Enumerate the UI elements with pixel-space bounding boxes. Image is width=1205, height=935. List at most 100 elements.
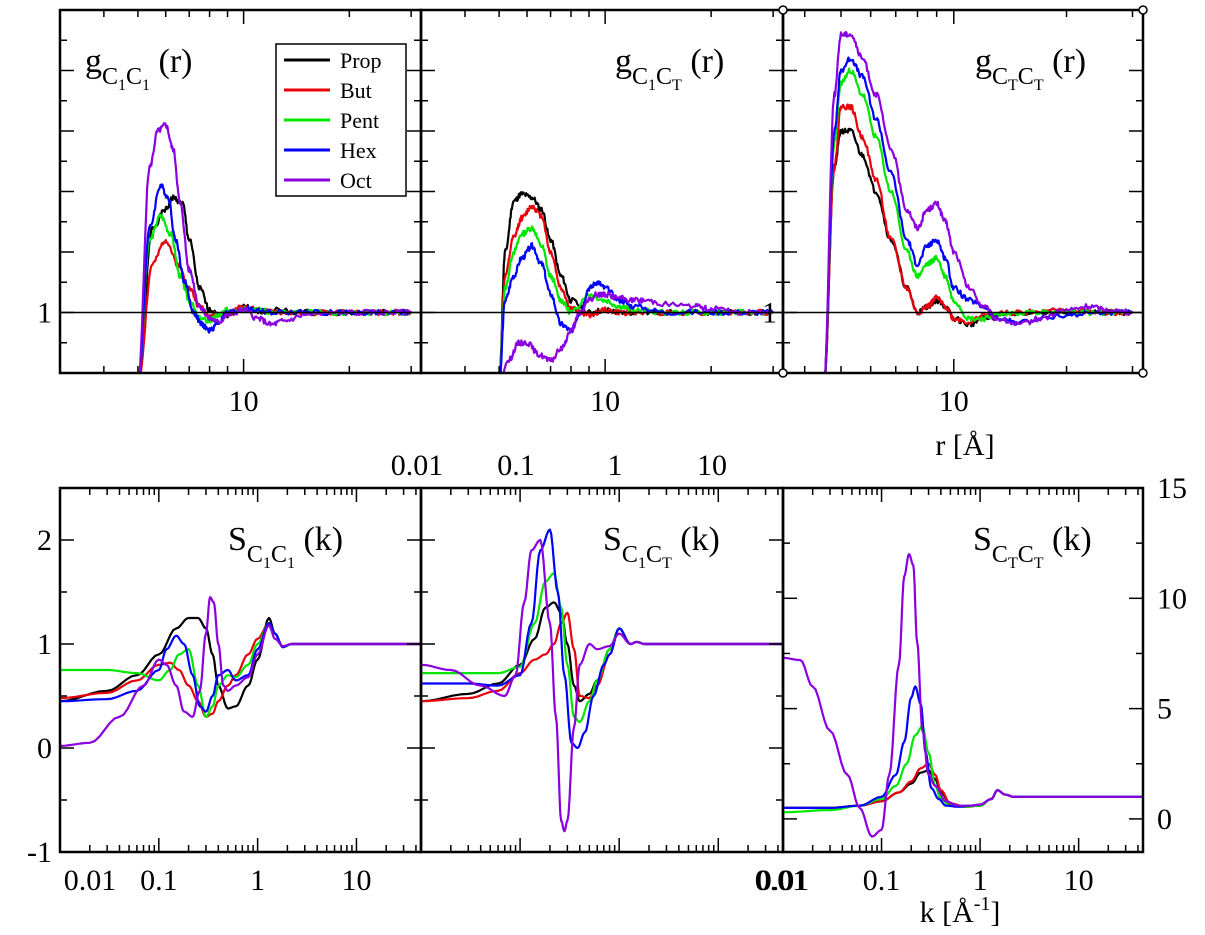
panel-title-sub2-gCTCT: C bbox=[1018, 64, 1034, 90]
panel-title-sub1-SC1C1: C bbox=[247, 542, 263, 568]
corner-marker bbox=[1138, 5, 1148, 15]
r-axis-label: r [Å] bbox=[935, 429, 994, 462]
k-axis-label: k [Å-1] bbox=[920, 893, 1001, 929]
series-hex-gC1C1 bbox=[138, 183, 412, 373]
x-tick-label-SCTCT: 1 bbox=[973, 864, 988, 897]
frame-gC1CT bbox=[419, 8, 785, 375]
x-tick-label-gC1C1: 10 bbox=[229, 385, 259, 418]
x-tick-label-SC1CT: 0.01 bbox=[755, 864, 808, 897]
series-but-SCTCT bbox=[783, 762, 1143, 809]
k-axis-label-sup: -1 bbox=[974, 893, 991, 915]
panel-title-sub2-gC1C1: C bbox=[126, 64, 142, 90]
panel-title-tail-gC1CT: (r) bbox=[682, 43, 724, 80]
x-tick-label-SCTCT: 0.1 bbox=[863, 864, 901, 897]
series-oct-SCTCT bbox=[783, 553, 1143, 838]
panel-title-tail-SCTCT: (k) bbox=[1044, 521, 1092, 558]
legend-label-oct: Oct bbox=[340, 168, 372, 193]
panel-title-s1-SC1CT: 1 bbox=[638, 555, 646, 572]
top-axis-label-1: 1 bbox=[608, 449, 623, 482]
series-oct-gC1C1 bbox=[138, 122, 412, 373]
series-oct-gC1CT bbox=[502, 291, 774, 373]
x-tick-label-SCTCT: 10 bbox=[1064, 864, 1094, 897]
x-tick-label-SCTCT: 0.01 bbox=[757, 864, 810, 897]
y-tick-label-SC1C1: 2 bbox=[37, 524, 52, 557]
panel-title-gC1CT: gC1CT (r) bbox=[615, 43, 724, 94]
panel-title-sub1-gCTCT: C bbox=[992, 64, 1008, 90]
y-tick-label-SC1C1: 0 bbox=[37, 732, 52, 765]
series-prop-gC1C1 bbox=[139, 194, 412, 373]
panel-title-sub2-SC1CT: C bbox=[646, 542, 662, 568]
panel-title-sub1-gC1CT: C bbox=[632, 64, 648, 90]
series-prop-SC1C1 bbox=[60, 616, 421, 710]
panel-title-s2-SCTCT: T bbox=[1034, 555, 1044, 572]
series-oct-gCTCT bbox=[824, 31, 1134, 373]
series-hex-SC1CT bbox=[421, 528, 783, 750]
panel-title-s2-SC1CT: T bbox=[662, 555, 672, 572]
panel-title-s1-SCTCT: T bbox=[1008, 555, 1018, 572]
y-tick-label-gCTCT: 1 bbox=[762, 297, 777, 330]
top-axis-label-10: 10 bbox=[697, 449, 727, 482]
panel-title-s1-gCTCT: T bbox=[1008, 77, 1018, 94]
panel-title-main-SC1C1: S bbox=[228, 521, 247, 558]
frame-SCTCT bbox=[781, 486, 1145, 854]
x-tick-label-gCTCT: 10 bbox=[939, 385, 969, 418]
series-pent-gC1CT bbox=[499, 225, 774, 373]
series-but-gCTCT bbox=[824, 103, 1134, 373]
corner-marker bbox=[778, 368, 788, 378]
panel-title-SC1C1: SC1C1 (k) bbox=[228, 521, 343, 572]
y-tick-label-SCTCT: 0 bbox=[1157, 803, 1172, 836]
k-axis-label-main: k [Å bbox=[920, 896, 974, 929]
legend-label-but: But bbox=[340, 78, 372, 103]
panel-title-sub1-gC1C1: C bbox=[102, 64, 118, 90]
panel-title-s2-gC1C1: 1 bbox=[142, 77, 150, 94]
panel-title-main-gC1C1: g bbox=[85, 43, 102, 80]
panel-SC1CT: 0.01 SC1CT (k) bbox=[419, 486, 808, 897]
x-tick-label-gC1CT: 10 bbox=[590, 385, 620, 418]
panel-title-tail-gC1C1: (r) bbox=[150, 43, 192, 80]
series-pent-gCTCT bbox=[824, 67, 1134, 373]
legend: Prop But Pent Hex Oct bbox=[275, 43, 407, 197]
series-oct-SC1C1 bbox=[60, 596, 421, 747]
legend-label-prop: Prop bbox=[340, 48, 382, 73]
panel-title-tail-gCTCT: (r) bbox=[1044, 43, 1086, 80]
panel-title-s1-SC1C1: 1 bbox=[263, 555, 271, 572]
panel-title-s1-gC1C1: 1 bbox=[118, 77, 126, 94]
legend-label-pent: Pent bbox=[340, 108, 379, 133]
x-tick-label-SC1C1: 0.1 bbox=[140, 864, 178, 897]
panel-title-tail-SC1CT: (k) bbox=[672, 521, 720, 558]
y-tick-label-SC1C1: -1 bbox=[27, 836, 52, 869]
series-oct-SC1CT bbox=[421, 538, 783, 833]
panel-title-main-SC1CT: S bbox=[603, 521, 622, 558]
panel-title-SC1CT: SC1CT (k) bbox=[603, 521, 720, 572]
panel-title-SCTCT: SCTCT (k) bbox=[973, 521, 1092, 572]
panel-title-main-SCTCT: S bbox=[973, 521, 992, 558]
panel-title-s2-gCTCT: T bbox=[1034, 77, 1044, 94]
y-tick-label-SCTCT: 10 bbox=[1157, 582, 1187, 615]
series-hex-gCTCT bbox=[824, 56, 1133, 373]
panel-title-main-gC1CT: g bbox=[615, 43, 632, 80]
x-tick-label-SC1C1: 10 bbox=[341, 864, 371, 897]
panel-title-main-gCTCT: g bbox=[975, 43, 992, 80]
series-pent-gC1C1 bbox=[138, 213, 412, 373]
series-but-SC1CT bbox=[421, 611, 783, 703]
top-axis-label-0.1: 0.1 bbox=[497, 449, 535, 482]
y-tick-label-SCTCT: 5 bbox=[1157, 693, 1172, 726]
panel-SCTCT: 0.01 0.1 1 10 0 5 10 15 SCTCT (k) bbox=[757, 472, 1187, 897]
corner-marker bbox=[1138, 368, 1148, 378]
top-axis-label-0.01: 0.01 bbox=[391, 449, 444, 482]
legend-label-hex: Hex bbox=[340, 138, 377, 163]
panel-title-s2-SC1C1: 1 bbox=[287, 555, 295, 572]
corner-marker bbox=[778, 5, 788, 15]
series-but-gC1CT bbox=[499, 204, 774, 373]
panel-title-s2-gC1CT: T bbox=[672, 77, 682, 94]
series-prop-SC1CT bbox=[421, 601, 783, 703]
panel-title-sub2-gC1CT: C bbox=[656, 64, 672, 90]
k-axis-label-end: ] bbox=[990, 896, 1000, 929]
y-tick-label-SCTCT: 15 bbox=[1157, 472, 1187, 505]
panel-title-gCTCT: gCTCT (r) bbox=[975, 43, 1086, 94]
